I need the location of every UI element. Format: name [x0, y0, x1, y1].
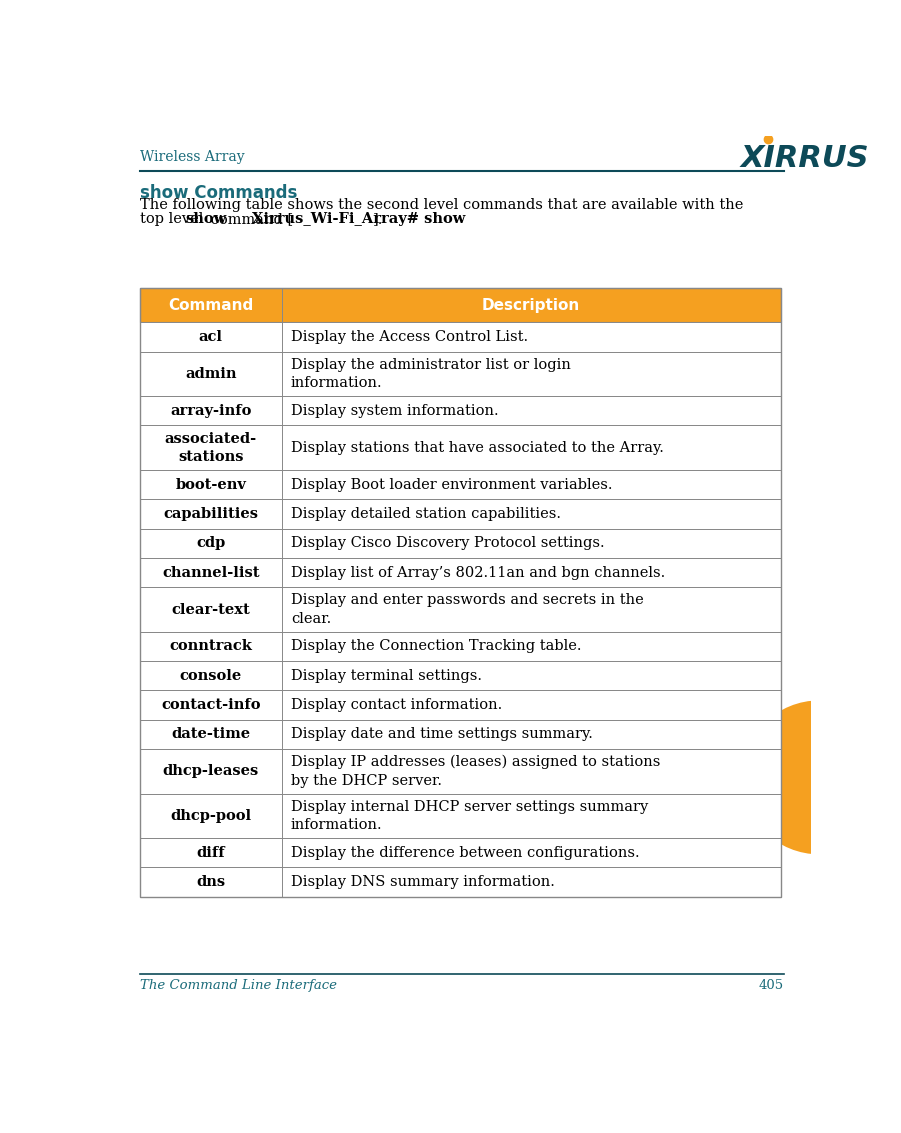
- Bar: [140, 529, 780, 557]
- Bar: [140, 632, 780, 661]
- Bar: [140, 322, 780, 351]
- Text: Display Cisco Discovery Protocol settings.: Display Cisco Discovery Protocol setting…: [291, 536, 605, 551]
- Text: ].: ].: [372, 212, 383, 227]
- Bar: [140, 838, 780, 868]
- Text: Xirrus_Wi-Fi_Array# show: Xirrus_Wi-Fi_Array# show: [251, 212, 465, 227]
- Text: acl: acl: [198, 330, 223, 344]
- Text: Description: Description: [482, 298, 580, 313]
- Text: array-info: array-info: [170, 403, 251, 418]
- Bar: [140, 719, 780, 749]
- Text: conntrack: conntrack: [169, 639, 252, 654]
- Text: Wireless Array: Wireless Array: [140, 150, 244, 164]
- Text: top level: top level: [140, 212, 208, 227]
- Text: dhcp-pool: dhcp-pool: [170, 809, 251, 823]
- Text: boot-env: boot-env: [175, 478, 246, 492]
- Bar: [140, 351, 780, 397]
- Text: show Commands: show Commands: [140, 184, 297, 202]
- Text: The Command Line Interface: The Command Line Interface: [140, 979, 337, 991]
- Bar: [140, 587, 780, 632]
- Text: show: show: [185, 212, 226, 227]
- Text: contact-info: contact-info: [161, 698, 260, 712]
- Bar: [140, 426, 780, 470]
- Text: Display the Access Control List.: Display the Access Control List.: [291, 330, 528, 344]
- Text: admin: admin: [185, 367, 236, 381]
- Text: cdp: cdp: [196, 536, 225, 551]
- Text: Display IP addresses (leases) assigned to stations
by the DHCP server.: Display IP addresses (leases) assigned t…: [291, 755, 660, 787]
- Text: The following table shows the second level commands that are available with the: The following table shows the second lev…: [140, 197, 743, 212]
- Circle shape: [742, 700, 896, 854]
- Text: diff: diff: [196, 846, 225, 860]
- Text: Display terminal settings.: Display terminal settings.: [291, 668, 482, 683]
- Text: Display stations that have associated to the Array.: Display stations that have associated to…: [291, 441, 664, 454]
- Text: Display DNS summary information.: Display DNS summary information.: [291, 875, 555, 889]
- Text: 405: 405: [759, 979, 784, 991]
- Text: date-time: date-time: [171, 727, 250, 741]
- Text: clear-text: clear-text: [171, 603, 250, 616]
- Text: command [: command [: [206, 212, 294, 227]
- Text: Display Boot loader environment variables.: Display Boot loader environment variable…: [291, 478, 613, 492]
- Bar: [140, 289, 780, 322]
- Text: Display internal DHCP server settings summary
information.: Display internal DHCP server settings su…: [291, 800, 648, 832]
- Text: Display date and time settings summary.: Display date and time settings summary.: [291, 727, 593, 741]
- Bar: [140, 690, 780, 719]
- Text: Display detailed station capabilities.: Display detailed station capabilities.: [291, 508, 561, 521]
- Text: dns: dns: [196, 875, 225, 889]
- Text: capabilities: capabilities: [163, 508, 259, 521]
- Bar: [140, 289, 780, 896]
- Bar: [140, 500, 780, 529]
- Text: associated-
stations: associated- stations: [165, 432, 257, 465]
- Text: Display and enter passwords and secrets in the
clear.: Display and enter passwords and secrets …: [291, 594, 643, 625]
- Text: Display contact information.: Display contact information.: [291, 698, 502, 712]
- Text: Display the Connection Tracking table.: Display the Connection Tracking table.: [291, 639, 581, 654]
- Bar: [140, 661, 780, 690]
- Text: Display the administrator list or login
information.: Display the administrator list or login …: [291, 358, 570, 390]
- Bar: [140, 470, 780, 500]
- Text: Display system information.: Display system information.: [291, 403, 498, 418]
- Bar: [140, 397, 780, 426]
- Text: XIRRUS: XIRRUS: [741, 144, 869, 172]
- Text: Command: Command: [168, 298, 253, 313]
- Text: Display the difference between configurations.: Display the difference between configura…: [291, 846, 640, 860]
- Bar: [140, 793, 780, 838]
- Bar: [140, 557, 780, 587]
- Bar: [140, 868, 780, 896]
- Text: dhcp-leases: dhcp-leases: [162, 765, 259, 778]
- Text: Display list of Array’s 802.11an and bgn channels.: Display list of Array’s 802.11an and bgn…: [291, 565, 665, 580]
- Bar: [140, 749, 780, 793]
- Text: console: console: [179, 668, 241, 683]
- Text: channel-list: channel-list: [162, 565, 259, 580]
